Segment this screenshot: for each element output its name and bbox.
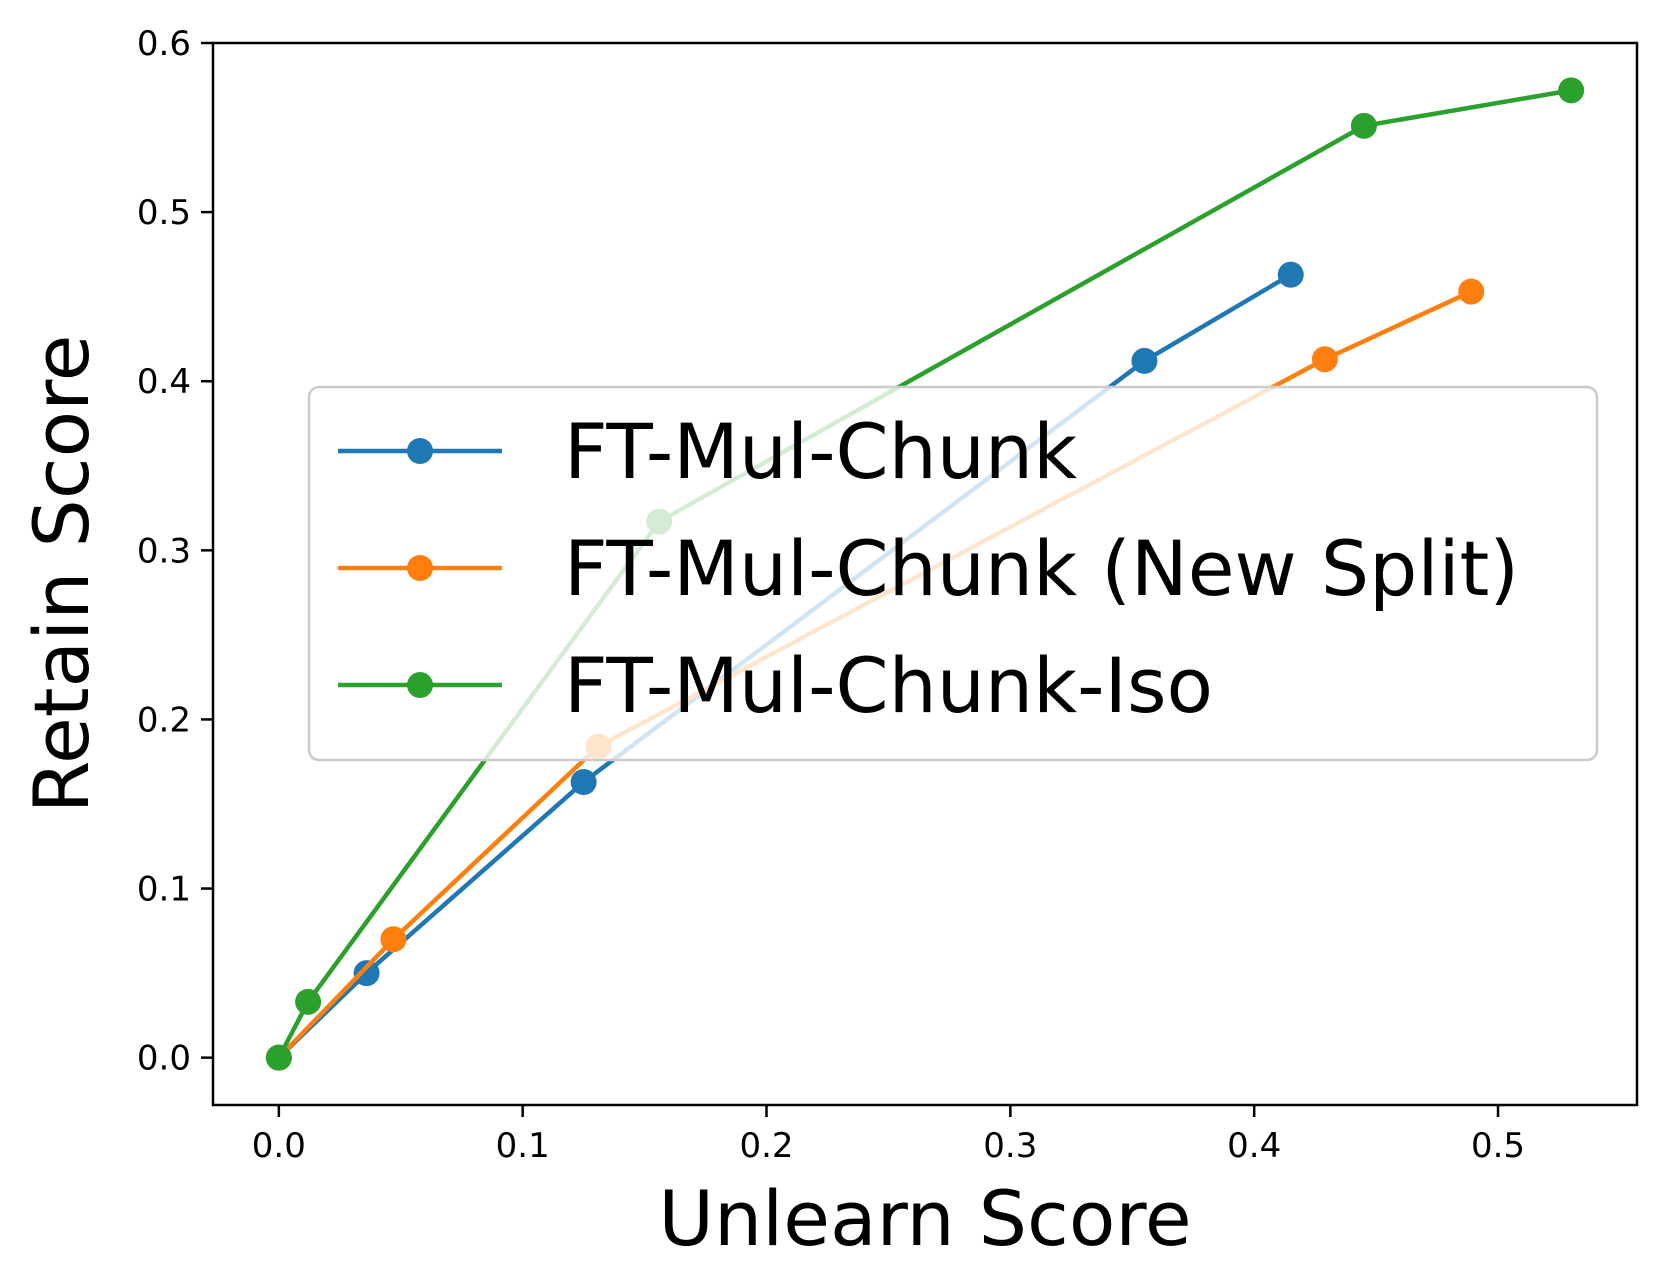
data-point-series-3 [1558, 77, 1585, 104]
data-point-series-1 [1277, 261, 1304, 288]
data-point-series-2 [1311, 346, 1338, 373]
data-point-series-1 [353, 960, 380, 987]
x-tick-label: 0.5 [1471, 1126, 1525, 1166]
legend-entries: FT-Mul-Chunk FT-Mul-Chunk (New Split) FT-M… [338, 407, 1519, 730]
x-tick-label: 0.1 [496, 1126, 550, 1166]
y-tick-label: 0.4 [137, 362, 191, 402]
data-point-series-1 [570, 769, 597, 796]
y-axis-title: Retain Score [17, 335, 106, 814]
y-tick-label: 0.5 [137, 193, 191, 233]
legend-box [307, 385, 1599, 762]
x-tick-label: 0.3 [983, 1126, 1037, 1166]
x-axis: 0.0 0.1 0.2 0.3 0.4 0.5 [252, 1105, 1525, 1166]
plot-frame [211, 41, 1639, 1107]
legend-swatch-marker [407, 672, 433, 698]
x-tick-label: 0.2 [739, 1126, 793, 1166]
legend-swatch-marker [407, 438, 433, 464]
legend-label: FT-Mul-Chunk-Iso [564, 641, 1213, 730]
x-tick-label: 0.0 [252, 1126, 306, 1166]
legend-label: FT-Mul-Chunk (New Split) [564, 524, 1519, 613]
legend-swatch-marker [407, 555, 433, 581]
data-point-series-2 [1458, 278, 1485, 305]
x-axis-title: Unlearn Score [658, 1174, 1191, 1263]
legend: FT-Mul-Chunk FT-Mul-Chunk (New Split) FT-M… [307, 385, 1599, 762]
y-tick-label: 0.3 [137, 531, 191, 571]
y-tick-label: 0.2 [137, 700, 191, 740]
y-tick-label: 0.6 [137, 24, 191, 64]
y-axis: 0.0 0.1 0.2 0.3 0.4 0.5 0.6 [137, 24, 213, 1079]
data-point-series-3 [1350, 112, 1377, 139]
data-point-series-2 [380, 926, 407, 953]
data-point-series-3 [295, 988, 322, 1015]
data-point-series-1 [1131, 347, 1158, 374]
y-tick-label: 0.0 [137, 1039, 191, 1079]
y-tick-label: 0.1 [137, 870, 191, 910]
x-tick-label: 0.4 [1227, 1126, 1281, 1166]
legend-label: FT-Mul-Chunk [564, 407, 1077, 496]
data-point-series-3 [265, 1044, 292, 1071]
